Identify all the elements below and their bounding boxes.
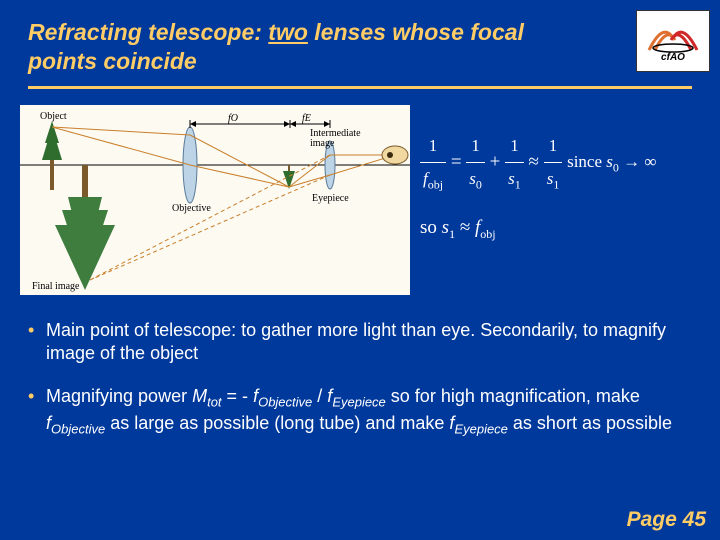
label-object: Object [40,111,67,122]
formula-approx: ≈ [460,217,475,238]
b2-f2-sub: Eyepiece [332,395,385,410]
logo: cfAO [636,10,710,72]
logo-text: cfAO [661,52,685,63]
b2-prefix: Magnifying power [46,386,192,406]
b2-M: M [192,386,207,406]
title-region: Refracting telescope: two lenses whose f… [0,0,720,97]
label-eyepiece: Eyepiece [312,193,349,204]
formula-box: 1fobj = 1s0 + 1s1 ≈ 1s1 since s0 → ∞ so … [420,105,700,295]
b2-f3-sub: Objective [51,421,105,436]
diagram-row: Object fO fE Objective Eyepiece Intermed… [0,97,720,295]
label-fO: fO [228,113,238,124]
formula-line-1: 1fobj = 1s0 + 1s1 ≈ 1s1 since s0 → ∞ [420,130,700,196]
formula-line-2: so s1 ≈ fobj [420,210,700,246]
title-underline [28,86,692,89]
title-prefix: Refracting telescope: [28,19,268,45]
b2-mid1: so for high magnification, make [386,386,640,406]
page-number: Page 45 [627,508,706,532]
label-final: Final image [32,281,80,292]
b2-eq: = - [222,386,254,406]
bullet-1: Main point of telescope: to gather more … [28,319,692,366]
slide-title: Refracting telescope: two lenses whose f… [28,18,588,76]
title-word-two: two [268,19,308,45]
b2-mid2: as large as possible (long tube) and mak… [105,413,449,433]
formula-s: s [442,217,449,238]
optics-diagram: Object fO fE Objective Eyepiece Intermed… [20,105,410,295]
b2-f1-sub: Objective [258,395,312,410]
bullet-1-text: Main point of telescope: to gather more … [46,320,666,363]
label-fE: fE [302,113,311,124]
b2-div: / [312,386,327,406]
b2-mid3: as short as possible [508,413,672,433]
label-objective: Objective [172,203,211,214]
formula-s-sub: 1 [449,227,455,241]
b2-f4-sub: Eyepiece [454,421,507,436]
formula-so: so [420,217,442,238]
bullet-2: Magnifying power Mtot = - fObjective / f… [28,385,692,438]
logo-arcs-icon [643,20,703,54]
bullets: Main point of telescope: to gather more … [0,295,720,439]
label-intermediate: Intermediate image [310,129,380,149]
b2-M-sub: tot [207,395,221,410]
formula-f-sub: obj [480,227,495,241]
